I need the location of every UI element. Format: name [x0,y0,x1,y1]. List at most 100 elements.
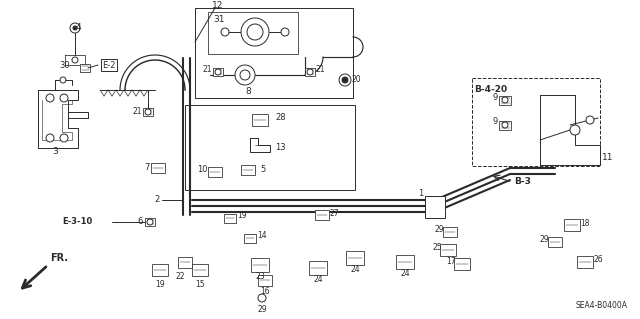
Text: 15: 15 [195,280,205,289]
Circle shape [72,57,78,63]
Text: 24: 24 [400,269,410,278]
Circle shape [502,97,508,103]
Text: 3: 3 [52,147,58,157]
Text: 6: 6 [138,218,143,226]
Bar [151,163,165,173]
Bar [208,12,298,54]
Text: 21: 21 [202,65,212,75]
Text: 9: 9 [493,117,498,127]
Bar [195,8,353,98]
Bar [499,95,511,105]
Text: 8: 8 [245,87,251,97]
Circle shape [339,74,351,86]
Bar [577,256,593,268]
Bar [425,196,445,218]
Bar [440,244,456,256]
Text: 26: 26 [593,256,603,264]
Circle shape [70,23,80,33]
Text: 13: 13 [275,144,285,152]
Circle shape [147,219,153,225]
Text: 19: 19 [155,280,165,289]
Text: 16: 16 [260,287,270,296]
Text: 21: 21 [315,65,324,75]
Text: 10: 10 [198,166,208,174]
Bar [258,275,272,286]
Circle shape [46,94,54,102]
Text: 7: 7 [145,164,150,173]
Bar [564,219,580,231]
Bar [208,167,222,177]
Circle shape [307,69,313,75]
Text: E-2: E-2 [102,61,115,70]
Bar [143,108,153,116]
Bar [224,213,236,222]
Text: SEA4-B0400A: SEA4-B0400A [576,301,628,310]
Text: 1: 1 [418,189,423,198]
Bar [346,251,364,265]
Circle shape [258,294,266,302]
Text: B-3: B-3 [514,177,531,187]
Circle shape [145,109,151,115]
Text: 2: 2 [155,196,160,204]
Text: 24: 24 [350,265,360,274]
Bar [443,227,457,237]
Text: 24: 24 [313,275,323,284]
Bar [548,237,562,247]
Bar [396,255,414,269]
Text: 22: 22 [175,272,185,281]
Text: 25: 25 [433,243,442,253]
Bar [213,68,223,76]
Text: 4: 4 [76,24,82,33]
Bar [309,261,327,275]
Bar [178,256,192,268]
Text: 9: 9 [493,93,498,101]
Text: 17: 17 [446,257,456,266]
Circle shape [215,69,221,75]
Text: 20: 20 [352,76,362,85]
Bar [145,218,155,226]
Text: 21: 21 [132,108,142,116]
Text: 11: 11 [602,153,614,162]
Text: 31: 31 [213,16,225,25]
Bar [251,258,269,272]
Bar [252,114,268,126]
Bar [499,121,511,130]
Circle shape [281,28,289,36]
Bar [454,258,470,270]
Circle shape [247,24,263,40]
Bar [244,234,256,242]
Circle shape [60,77,66,83]
Circle shape [73,26,77,30]
Text: 29: 29 [257,305,267,314]
Text: 27: 27 [330,209,340,218]
Circle shape [46,134,54,142]
Text: 18: 18 [580,219,589,227]
Circle shape [502,122,508,128]
Circle shape [60,94,68,102]
Bar [315,210,329,220]
Circle shape [235,65,255,85]
Bar [241,165,255,175]
Bar [472,78,600,166]
Text: 5: 5 [260,166,265,174]
Bar [185,105,355,190]
Text: 12: 12 [212,2,224,11]
Circle shape [342,77,348,83]
Text: 30: 30 [60,61,70,70]
Bar [192,264,208,276]
Circle shape [240,70,250,80]
Text: 29: 29 [435,226,444,234]
Bar [152,264,168,276]
Circle shape [60,134,68,142]
Text: 23: 23 [255,272,265,281]
Text: 28: 28 [275,114,285,122]
Bar [80,64,90,72]
Circle shape [570,125,580,135]
Text: E-3-10: E-3-10 [62,218,92,226]
Text: 19: 19 [237,211,246,220]
Circle shape [586,116,594,124]
Circle shape [221,28,229,36]
Text: 14: 14 [257,232,267,241]
Bar [305,68,315,76]
Text: 29: 29 [540,235,549,244]
